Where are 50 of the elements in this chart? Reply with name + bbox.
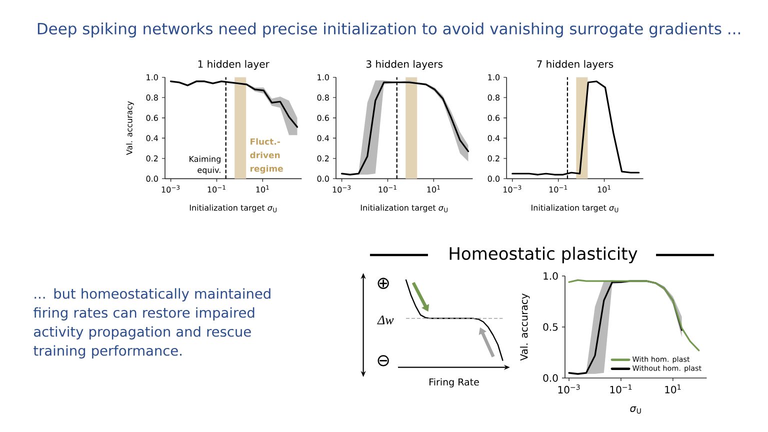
text: Deep spiking networks need precise initialization to avoid vanishing surrogate gradients ... [38,22,740,38]
x-tick-label: 10$^{1}$ [598,185,610,193]
band-label: Fluct.-driven regime [250,138,283,174]
x-tick-label: 10$^{−3}$ [332,185,351,193]
y-tick-label: 0.6 [488,114,500,121]
x-tick-label: 10$^{1}$ [256,185,269,193]
y-tick-label: 0.8 [317,94,329,101]
x-axis-title: Firing Rate [430,378,479,388]
y-tick-label: 0.6 [317,114,329,121]
x-tick-label: 10$^{1}$ [665,384,681,394]
y-axis-title: Val. accuracy [126,101,134,155]
y-tick-label: 0.4 [146,135,158,142]
text: ⊖ [378,355,389,366]
y-axis-title: Val. accuracy [520,294,530,361]
x-axis-title: Initialization target σ$_{U}$ [190,204,277,212]
y-tick-label: 0.8 [146,94,158,101]
y-tick-label: 0.4 [317,135,330,142]
y-tick-label: 0.6 [146,114,158,121]
y-tick-label: 1.0 [544,272,558,280]
x-tick-label: 10$^{−3}$ [162,185,180,193]
y-tick-label: 0.2 [488,155,500,162]
chart-title: 7 hidden layers [537,60,614,70]
text: ⊕ [378,278,389,289]
x-tick-label: 10$^{−3}$ [558,384,580,394]
y-tick-label: 0.5 [543,323,558,331]
y-tick-label: 0.0 [488,176,500,182]
y-tick-label: 0.0 [317,176,329,182]
text: ... but homeostatically maintained firing rates can restore impaired activity propagation and rescue training performance. [34,288,270,358]
text: Homeostatic plasticity [450,246,638,264]
y-tick-label: 1.0 [488,74,500,80]
x-tick-label: 10$^{−1}$ [610,384,632,394]
chart-title: 3 hidden layers [366,60,443,70]
x-tick-label: 10$^{−3}$ [504,185,522,193]
ref-line-label: Kaiming equiv. [190,156,220,174]
y-tick-label: 0.0 [543,374,558,382]
y-axis-title: Δw [377,316,394,324]
y-tick-label: 1.0 [146,74,158,80]
y-tick-label: 0.8 [488,94,500,101]
x-axis-title: Initialization target σ$_{U}$ [532,204,618,212]
y-tick-label: 0.4 [488,135,500,142]
x-axis-title: σ$_{U}$ [630,406,641,414]
x-axis-title: Initialization target σ$_{U}$ [360,204,448,212]
y-tick-label: 1.0 [318,74,329,80]
x-tick-label: 10$^{−1}$ [378,185,396,193]
y-tick-label: 0.2 [146,155,158,162]
chart-title: 1 hidden layer [198,60,270,70]
x-tick-label: 10$^{−1}$ [549,185,568,193]
x-tick-label: 10$^{−1}$ [208,185,226,193]
x-tick-label: 10$^{1}$ [427,185,440,193]
y-tick-label: 0.2 [317,155,329,162]
